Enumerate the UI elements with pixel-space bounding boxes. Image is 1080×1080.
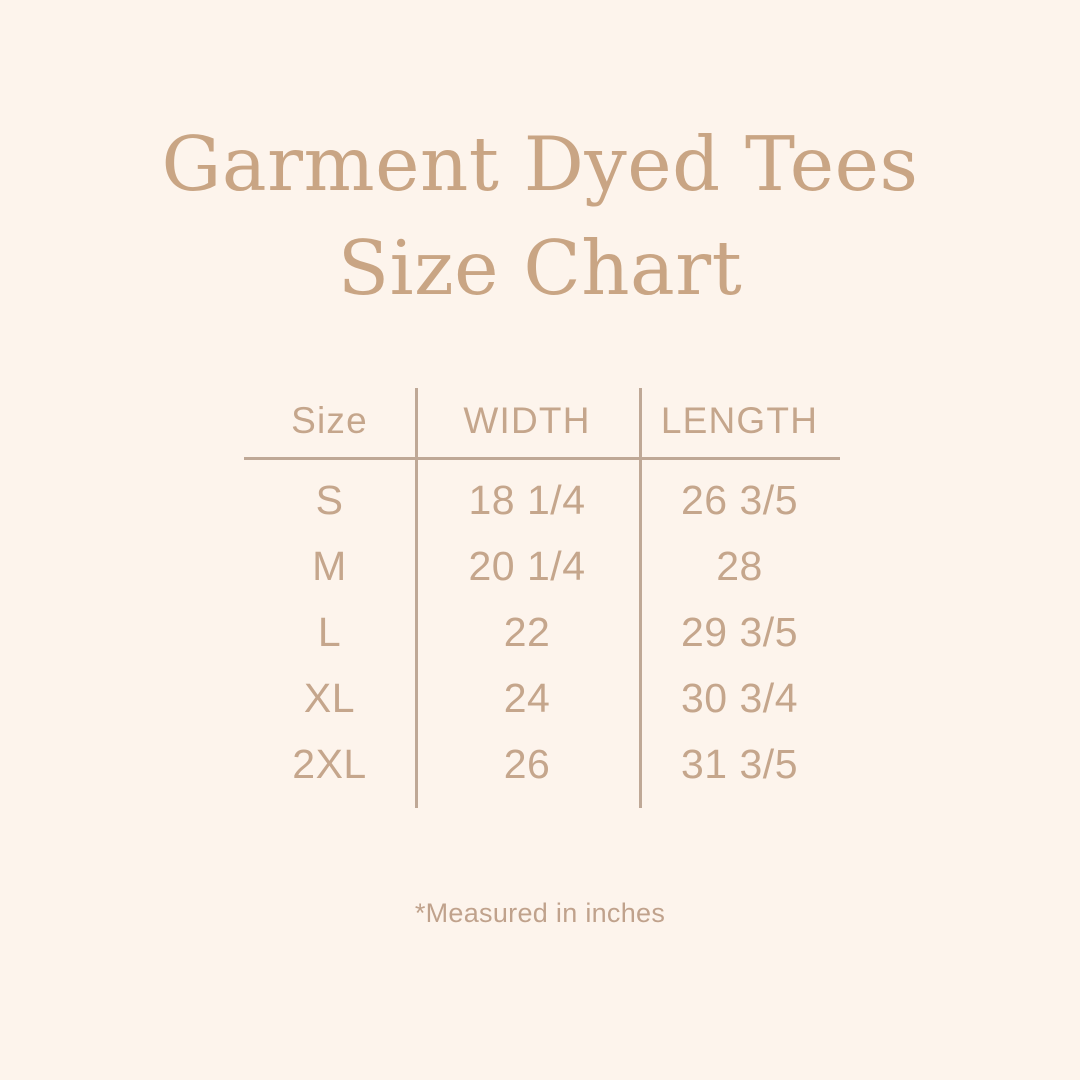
cell-width: 22 [503,608,551,655]
cell-width: 26 [503,740,551,787]
table-row: S 18 1/4 26 3/5 [244,467,840,533]
cell-size: L [317,608,342,655]
cell-size: M [312,542,347,589]
cell-width: 20 1/4 [468,542,586,589]
cell-size: S [315,476,344,523]
cell-length: 26 3/5 [681,476,798,523]
cell-width: 24 [503,674,551,721]
page-title: Garment Dyed Tees Size Chart [0,112,1080,320]
table-body: S 18 1/4 26 3/5 M 20 1/4 28 L 22 29 3/5 … [244,467,840,797]
title-line-1: Garment Dyed Tees [161,120,919,208]
cell-size: 2XL [292,740,367,787]
header-underline [244,457,840,460]
table-row: 2XL 26 31 3/5 [244,731,840,797]
column-header-length: LENGTH [660,399,819,441]
title-line-2: Size Chart [337,224,743,312]
size-measurement-table: Size WIDTH LENGTH S 18 1/4 26 3/5 M 20 1… [244,384,840,814]
cell-size: XL [303,674,356,721]
cell-length: 28 [716,542,763,589]
cell-length: 29 3/5 [681,608,798,655]
table-row: XL 24 30 3/4 [244,665,840,731]
measurement-footnote: *Measured in inches [414,898,666,928]
cell-length: 30 3/4 [681,674,798,721]
column-header-width: WIDTH [463,399,591,441]
table-row: M 20 1/4 28 [244,533,840,599]
table-header-row: Size WIDTH LENGTH [244,384,840,457]
table-row: L 22 29 3/5 [244,599,840,665]
column-header-size: Size [291,399,368,441]
cell-width: 18 1/4 [468,476,586,523]
cell-length: 31 3/5 [681,740,798,787]
